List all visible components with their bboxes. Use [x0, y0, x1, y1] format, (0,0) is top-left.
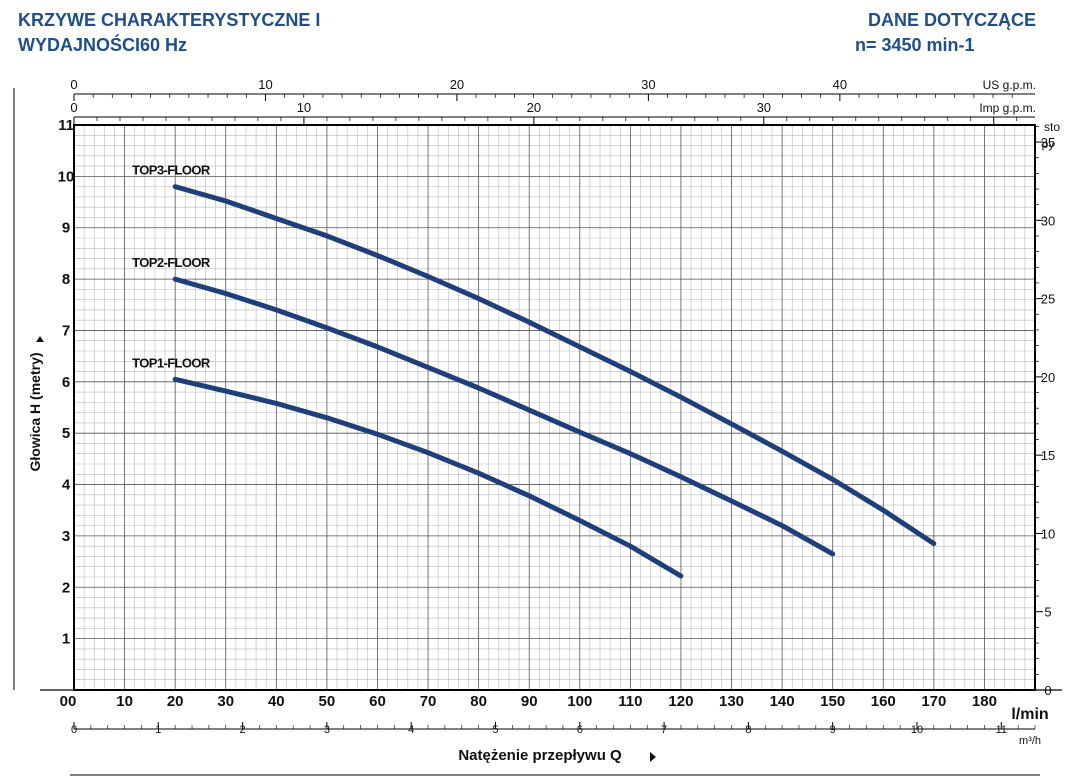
y-tick-label: 4	[62, 477, 71, 494]
x-tick-label: 70	[420, 693, 437, 710]
y-tick-label: 10	[58, 168, 75, 185]
x-axis-arrow	[650, 752, 656, 762]
m3h-tick-label: 2	[240, 724, 246, 736]
m3h-tick-label: 4	[408, 724, 414, 736]
y-tick-label: 3	[62, 528, 70, 545]
speed-title-line2: n= 3450 min-1	[855, 35, 975, 55]
y-axis-arrow	[36, 336, 44, 342]
y-tick-label: 7	[62, 322, 70, 339]
x-tick-label: 40	[268, 693, 285, 710]
feet-tick-label: 20	[1041, 370, 1055, 385]
y-tick-label: 9	[62, 220, 70, 237]
feet-tick-label: 25	[1041, 292, 1055, 307]
x-tick-label: 60	[369, 693, 386, 710]
m3h-tick-label: 3	[324, 724, 330, 736]
m3h-tick-label: 6	[577, 724, 583, 736]
feet-tick-label: 15	[1041, 448, 1055, 463]
x-tick-label: 160	[871, 693, 896, 710]
series-label-top3-floor: TOP3-FLOOR	[132, 163, 211, 178]
x-unit-label: l/min	[1011, 706, 1048, 723]
m3h-tick-label: 11	[996, 724, 1007, 736]
plot-frame	[73, 124, 1036, 691]
feet-tick-label: 35	[1041, 135, 1055, 150]
series-line-top1-floor	[172, 376, 684, 579]
x-tick-label: 180	[972, 693, 997, 710]
y-tick-label: 1	[62, 631, 70, 648]
m3h-tick-label: 1	[155, 724, 161, 736]
m3h-tick-label: 7	[661, 724, 667, 736]
x-tick-label: 170	[921, 693, 946, 710]
feet-unit-label-line1: sto	[1044, 120, 1060, 134]
feet-unit-label-line2: py	[1042, 137, 1055, 151]
y-tick-label: 8	[62, 271, 70, 288]
m3h-tick-label: 10	[911, 724, 923, 736]
series-label-top1-floor: TOP1-FLOOR	[132, 355, 211, 370]
m3h-tick-label: 8	[745, 724, 751, 736]
series-line-top2-floor	[172, 276, 836, 557]
speed-title-line1: DANE DOTYCZĄCE	[867, 10, 1036, 30]
x-tick-label: 110	[618, 693, 642, 710]
us-gpm-unit-label: US g.p.m.	[983, 78, 1036, 92]
x-tick-label: 150	[820, 693, 845, 710]
us-gpm-tick-label: 10	[258, 77, 272, 92]
us-gpm-tick-label: 40	[833, 77, 847, 92]
imp-gpm-tick-label: 30	[757, 100, 771, 115]
x-tick-label: 140	[770, 693, 795, 710]
x-tick-label: 30	[217, 693, 234, 710]
chart-title-line1: KRZYWE CHARAKTERYSTYCZNE I	[18, 10, 321, 30]
feet-tick-label: 0	[1044, 683, 1051, 698]
x-tick-label: 100	[567, 693, 592, 710]
series-label-top2-floor: TOP2-FLOOR	[132, 255, 211, 270]
imp-gpm-tick-label: 20	[527, 100, 541, 115]
x-tick-label: 50	[319, 693, 336, 710]
us-gpm-tick-label: 30	[641, 77, 655, 92]
feet-tick-label: 10	[1041, 526, 1055, 541]
x-tick-label: 90	[521, 693, 538, 710]
x-tick-label: 130	[719, 693, 744, 710]
x-tick-label: 10	[116, 693, 133, 710]
x-tick-label: 120	[668, 693, 693, 710]
series-line-top3-floor	[172, 184, 937, 547]
y-tick-label: 5	[62, 425, 70, 442]
y-tick-label: 11	[58, 117, 74, 134]
x-tick-label: 80	[470, 693, 487, 710]
x-tick-label: 00	[60, 693, 77, 710]
x-axis-label: Natężenie przepływu Q	[458, 747, 622, 764]
chart-title-line2: WYDAJNOŚCI60 Hz	[18, 35, 188, 55]
imp-gpm-tick-label: 10	[297, 100, 311, 115]
feet-tick-label: 30	[1041, 213, 1055, 228]
y-tick-label: 6	[62, 374, 70, 391]
m3h-tick-label: 9	[830, 724, 836, 736]
y-tick-label: 2	[62, 579, 70, 596]
m3h-tick-label: 0	[71, 724, 77, 736]
m3h-tick-label: 5	[492, 724, 498, 736]
us-gpm-tick-label: 0	[70, 77, 77, 92]
feet-tick-label: 5	[1044, 605, 1051, 620]
x-tick-label: 20	[167, 693, 184, 710]
us-gpm-tick-label: 20	[450, 77, 464, 92]
imp-gpm-unit-label: Imp g.p.m.	[979, 101, 1036, 115]
imp-gpm-tick-label: 0	[70, 100, 77, 115]
m3h-unit-label: m³/h	[1019, 735, 1041, 747]
y-axis-label: Głowica H (metry)	[27, 352, 43, 471]
